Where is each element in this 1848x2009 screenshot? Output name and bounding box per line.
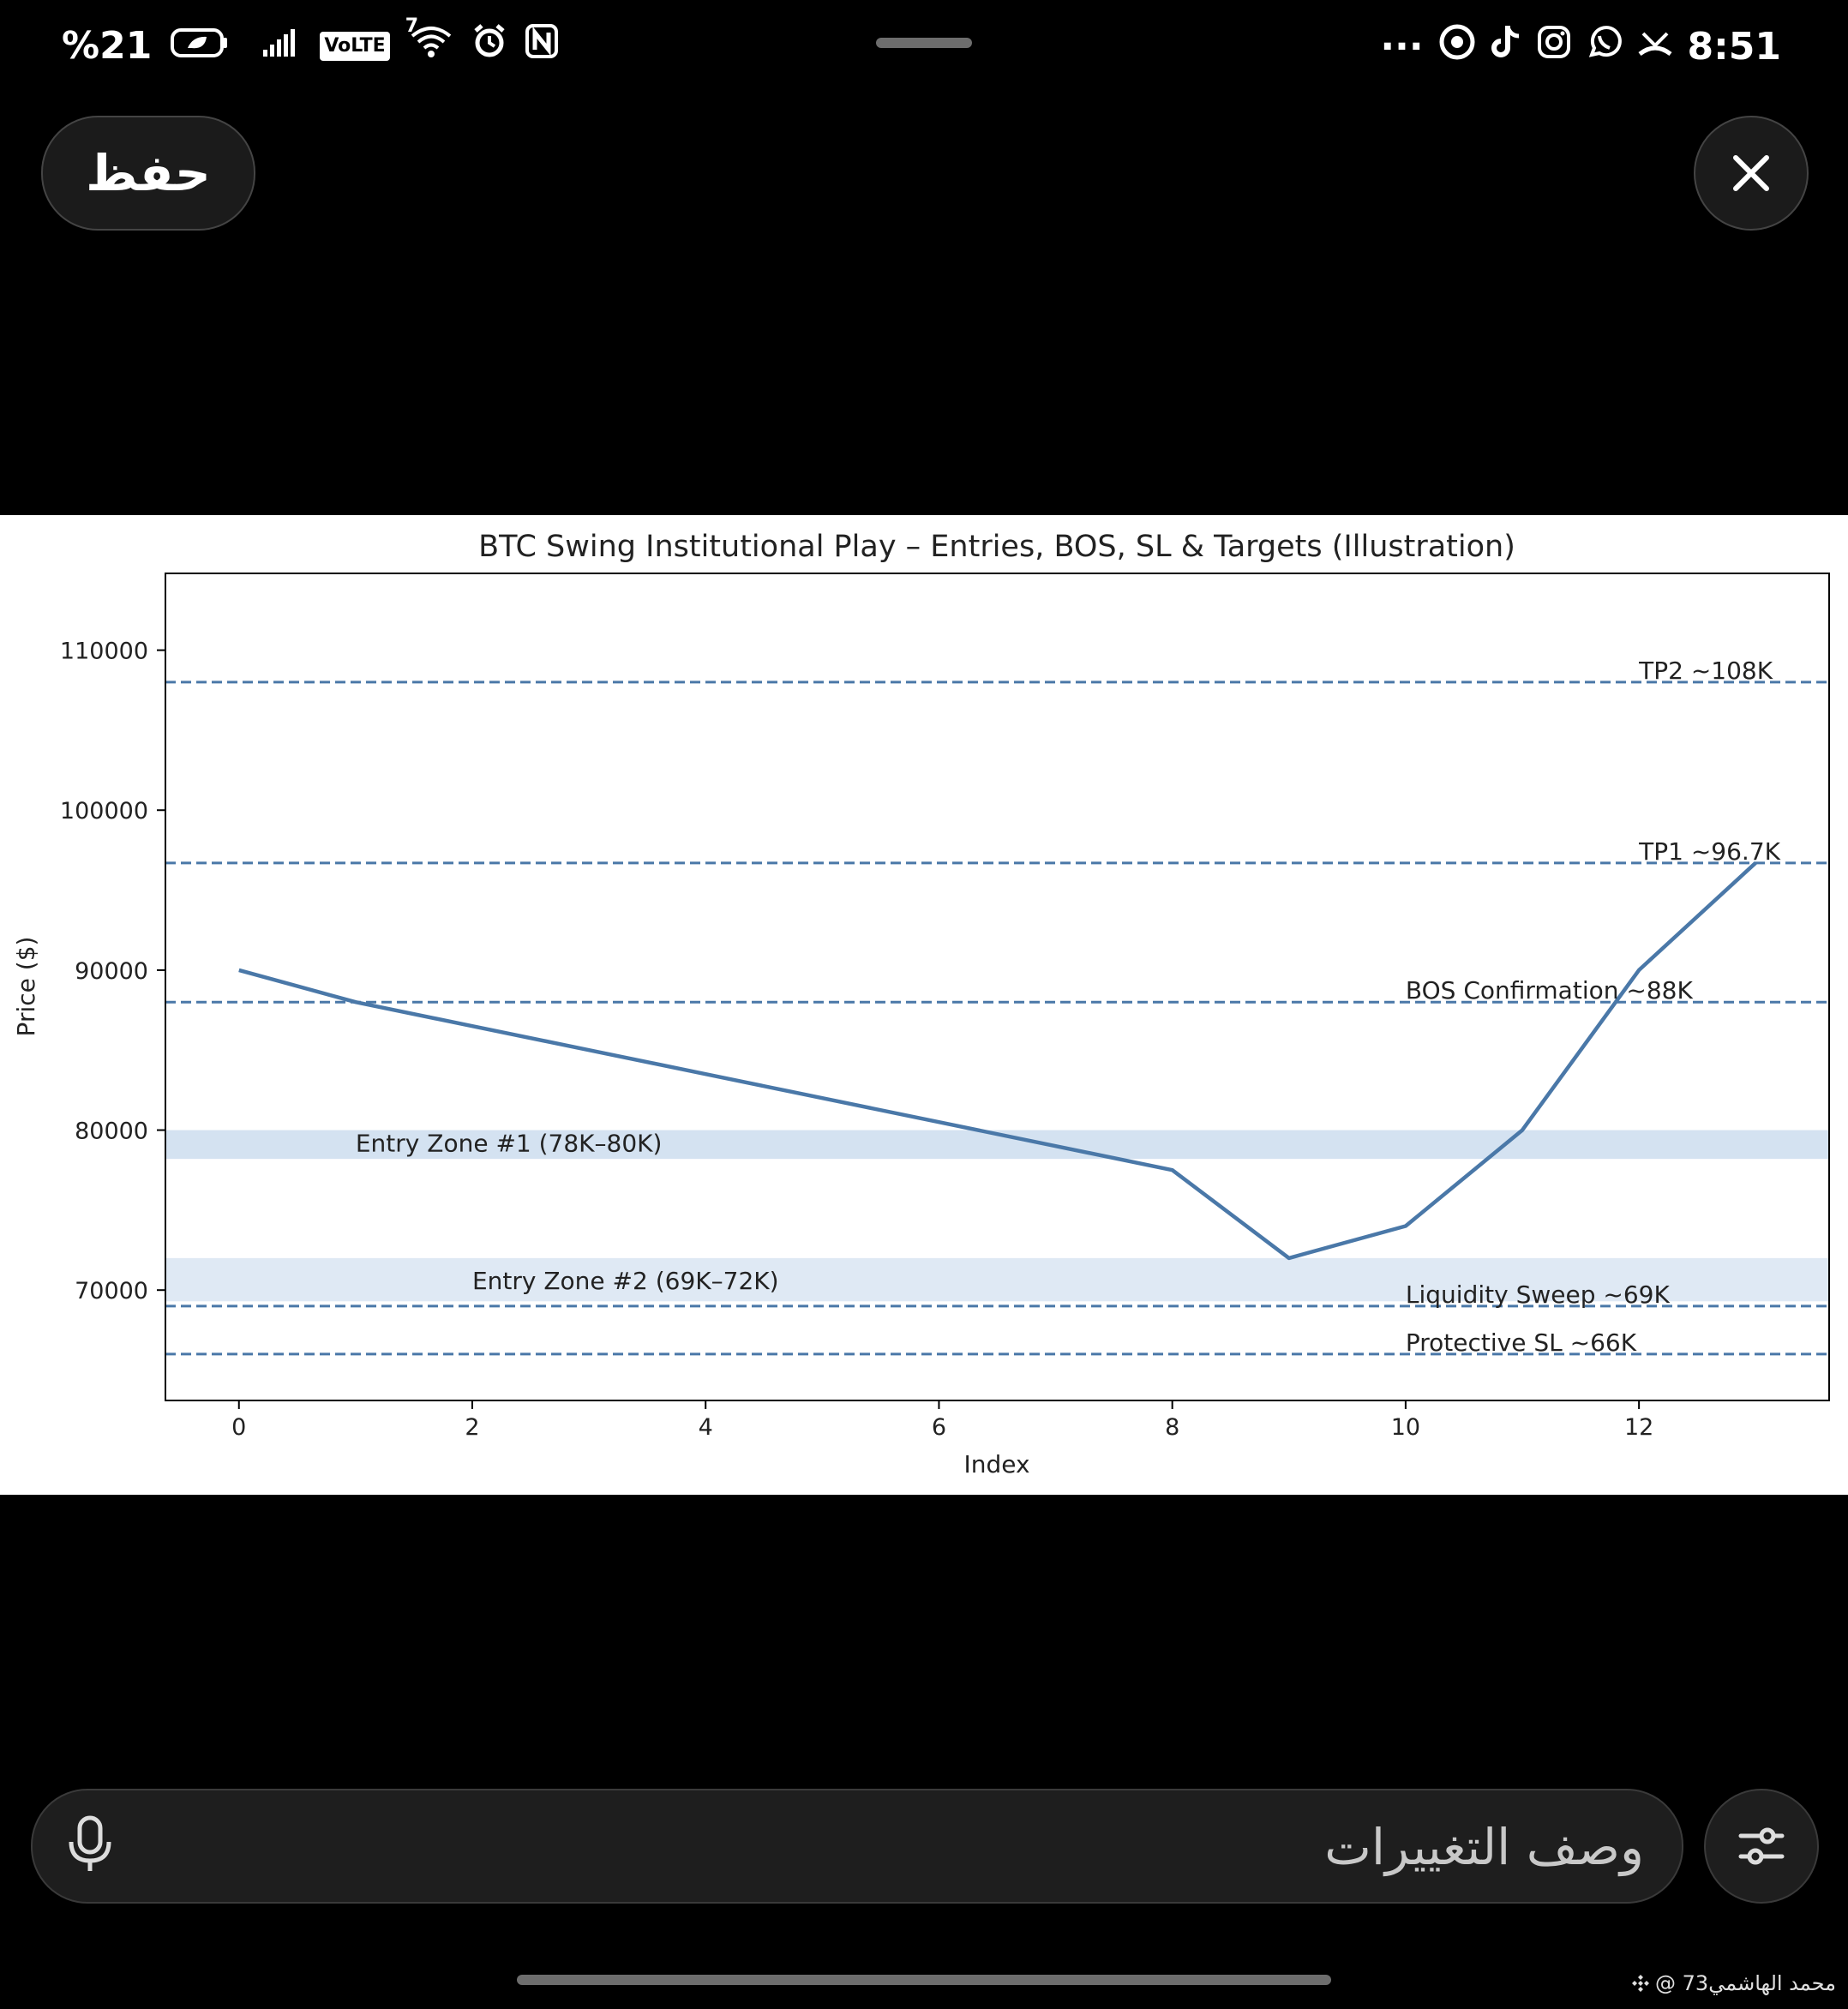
chart-title: BTC Swing Institutional Play – Entries, …: [478, 530, 1515, 564]
level-label-1: TP2 ~108K: [1638, 657, 1773, 685]
whatsapp-icon: [1587, 24, 1623, 69]
save-button[interactable]: حفظ: [41, 116, 255, 231]
instagram-icon: [1537, 25, 1571, 69]
x-tick-label: 0: [231, 1414, 246, 1441]
x-tick-label: 12: [1624, 1414, 1653, 1441]
level-label-4: Liquidity Sweep ~69K: [1406, 1280, 1671, 1309]
x-tick-label: 10: [1391, 1414, 1420, 1441]
volte-icon: VoLTE: [320, 31, 390, 61]
wifi-signal-label: 7: [405, 15, 418, 37]
y-tick-label: 90000: [75, 958, 148, 985]
level-label-3: BOS Confirmation ~88K: [1406, 976, 1694, 1004]
home-indicator[interactable]: [517, 1975, 1331, 1985]
missed-call-icon: [1638, 25, 1672, 69]
wifi-icon: 7: [405, 15, 453, 68]
nfc-icon: [525, 24, 558, 68]
y-axis-label: Price ($): [12, 937, 40, 1037]
x-tick-label: 6: [932, 1414, 946, 1441]
y-tick-label: 110000: [60, 639, 148, 665]
status-bar: %21 VoLTE 7: [0, 0, 1848, 94]
microphone-button[interactable]: [67, 1814, 113, 1878]
close-icon: [1733, 155, 1769, 191]
entry-zone-label-1: Entry Zone #1 (78K–80K): [356, 1129, 663, 1157]
microphone-icon: [69, 1815, 111, 1871]
more-notifications-icon: ···: [1380, 25, 1424, 69]
adjust-settings-button[interactable]: [1704, 1789, 1819, 1904]
binance-icon: [1632, 1975, 1650, 1992]
battery-icon: [171, 24, 229, 68]
y-tick-label: 100000: [60, 798, 148, 825]
describe-changes-input[interactable]: وصف التغييرات: [31, 1789, 1683, 1904]
chart-image: BTC Swing Institutional Play – Entries, …: [0, 515, 1848, 1495]
status-right: ···: [1380, 24, 1781, 69]
watermark-text: @ محمد الهاشمي73: [1655, 1971, 1836, 1995]
price-chart: BTC Swing Institutional Play – Entries, …: [12, 530, 1830, 1478]
sliders-icon: [1738, 1827, 1785, 1865]
status-time: 8:51: [1687, 25, 1781, 69]
close-button[interactable]: [1694, 116, 1809, 231]
status-left: %21 VoLTE 7: [62, 15, 558, 68]
y-tick-label: 70000: [75, 1278, 148, 1304]
watermark: @ محمد الهاشمي73: [1631, 1971, 1836, 1995]
plot-frame: [165, 573, 1830, 1401]
level-label-2: TP1 ~96.7K: [1638, 837, 1781, 866]
tiktok-icon: [1491, 24, 1521, 69]
entry-zone-label-2: Entry Zone #2 (69K–72K): [472, 1267, 779, 1295]
battery-percent: %21: [62, 24, 153, 68]
x-tick-label: 8: [1165, 1414, 1179, 1441]
y-tick-label: 80000: [75, 1118, 148, 1145]
sheet-grabber[interactable]: [876, 38, 972, 48]
x-tick-label: 4: [699, 1414, 713, 1441]
signal-icon: [261, 24, 301, 68]
prompt-placeholder: وصف التغييرات: [1324, 1818, 1644, 1876]
entry-zone-band-2: [165, 1257, 1829, 1302]
x-tick-label: 2: [465, 1414, 479, 1441]
alarm-icon: [472, 24, 507, 68]
chrome-icon: [1439, 24, 1475, 69]
level-label-5: Protective SL ~66K: [1406, 1328, 1637, 1357]
price-line: [238, 861, 1757, 1261]
x-axis-label: Index: [963, 1450, 1029, 1478]
